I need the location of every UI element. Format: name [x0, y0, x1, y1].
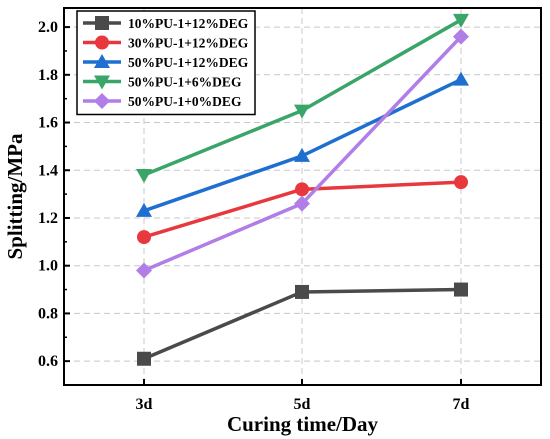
y-tick-label-2: 1.0 — [38, 258, 58, 275]
ticks: 0.6 0.8 1.0 1.2 1.4 1.6 1.8 2.0 3d 5d 7d — [38, 19, 470, 413]
series-0-point-2 — [454, 282, 468, 297]
legend-label-4: 50%PU-1+0%DEG — [128, 94, 242, 109]
series-0-point-1 — [295, 284, 309, 299]
y-axis-title: Splitting/MPa — [3, 133, 27, 260]
series-3-point-2 — [453, 13, 469, 28]
series-4-point-0 — [136, 262, 152, 279]
y-tick-label-0: 0.6 — [38, 353, 58, 370]
series-1-point-1 — [295, 182, 309, 197]
legend-label-0: 10%PU-1+12%DEG — [128, 16, 249, 31]
legend-marker-3 — [94, 75, 110, 90]
legend-marker-0 — [95, 16, 109, 30]
series-3-point-1 — [294, 104, 310, 119]
series-0-point-0 — [137, 351, 151, 366]
legend: 10%PU-1+12%DEG 30%PU-1+12%DEG 50%PU-1+12%D… — [76, 10, 256, 116]
y-tick-label-1: 0.8 — [38, 305, 58, 322]
y-tick-label-6: 1.8 — [38, 67, 58, 84]
series-2-point-2 — [453, 71, 469, 86]
y-tick-label-7: 2.0 — [38, 19, 58, 36]
x-tick-label-1: 5d — [294, 396, 311, 413]
x-tick-label-0: 3d — [136, 396, 153, 413]
legend-label-1: 30%PU-1+12%DEG — [128, 36, 249, 51]
legend-marker-2 — [94, 54, 110, 68]
legend-marker-4 — [94, 93, 110, 109]
series-1-point-0 — [137, 230, 151, 245]
y-tick-label-3: 1.2 — [38, 210, 58, 227]
x-tick-label-2: 7d — [453, 396, 470, 413]
legend-marker-1 — [95, 35, 109, 50]
series-1-point-2 — [454, 175, 468, 190]
series-3-point-0 — [136, 169, 152, 184]
legend-label-3: 50%PU-1+6%DEG — [128, 75, 242, 90]
x-axis-title: Curing time/Day — [227, 412, 379, 436]
series-4-point-2 — [453, 28, 469, 45]
series-2-point-0 — [136, 202, 152, 217]
series-2-point-1 — [294, 147, 310, 162]
y-tick-label-5: 1.6 — [38, 115, 58, 132]
series-4-point-1 — [294, 195, 310, 212]
y-tick-label-4: 1.4 — [38, 162, 58, 179]
series-layer — [136, 13, 469, 366]
legend-label-2: 50%PU-1+12%DEG — [128, 55, 249, 70]
